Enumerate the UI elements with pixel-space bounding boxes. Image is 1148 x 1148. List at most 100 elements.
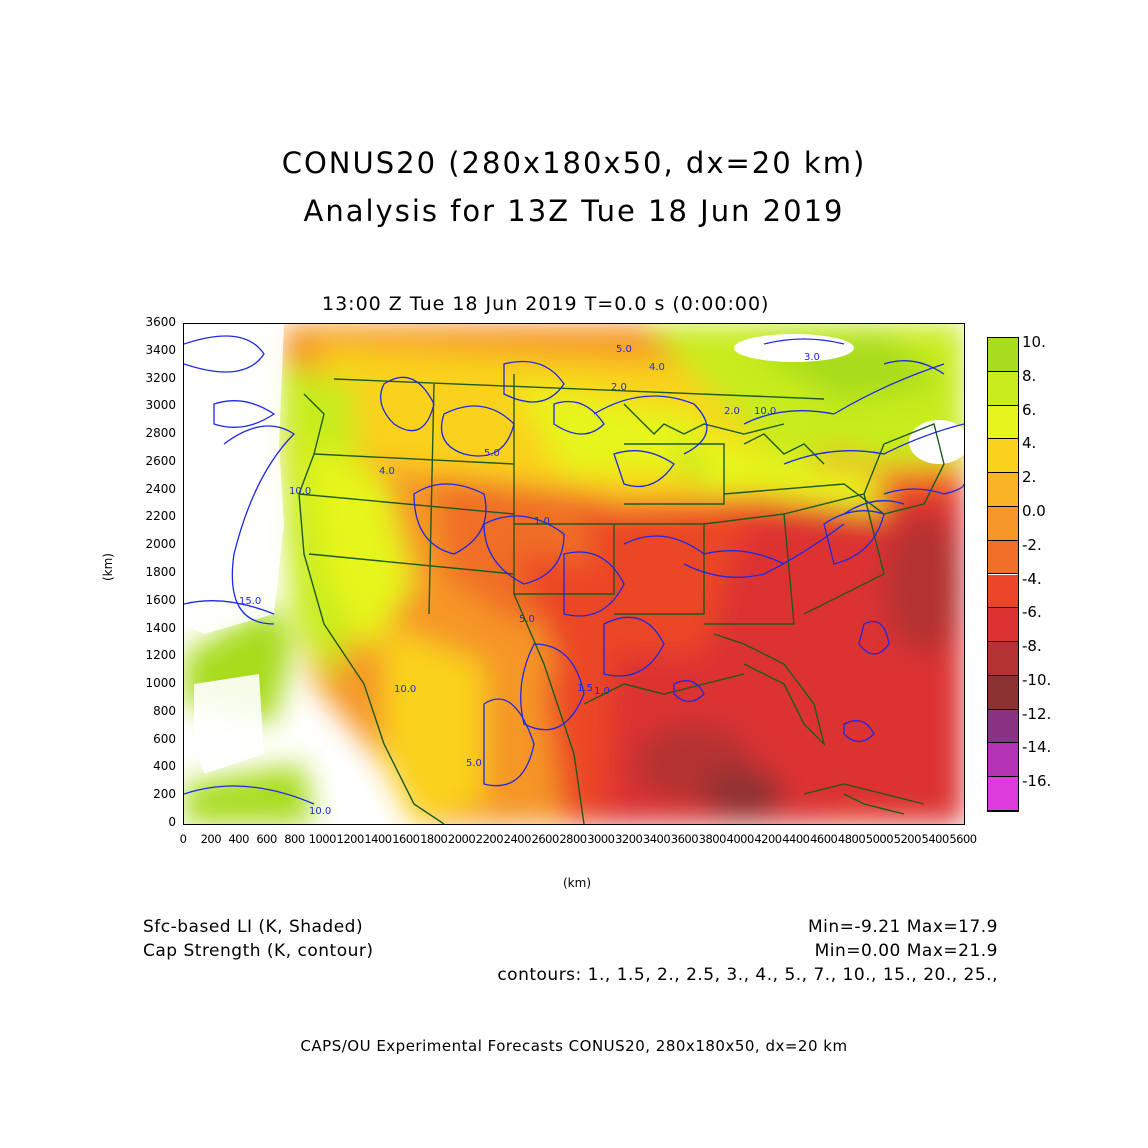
x-tick-label: 3600 <box>670 832 699 846</box>
x-tick-label: 3000 <box>587 832 615 846</box>
contour-label: 15.0 <box>239 596 261 607</box>
contour-label: 1.0 <box>594 686 610 697</box>
colorbar-label: -6. <box>1022 603 1042 622</box>
x-tick-label: 4800 <box>837 832 866 846</box>
title-line-2: Analysis for 13Z Tue 18 Jun 2019 <box>303 194 845 228</box>
y-tick-label: 3000 <box>145 398 176 413</box>
x-tick-label: 2800 <box>559 832 587 846</box>
x-tick-label: 200 <box>200 832 222 846</box>
x-tick-label: 2600 <box>531 832 560 846</box>
map-panel: 15.0 10.0 10.0 10.0 5.0 5.0 4.0 4.0 3.0 … <box>183 323 965 825</box>
x-tick-label: 4400 <box>782 832 810 846</box>
x-tick-label: 1200 <box>336 832 365 846</box>
colorbar-swatch <box>988 506 1018 541</box>
contour-label: 5.0 <box>484 448 500 459</box>
x-tick-label: 0 <box>179 832 187 846</box>
x-tick-label: 4000 <box>726 832 755 846</box>
x-tick-label: 600 <box>256 832 277 846</box>
x-tick-label: 1400 <box>364 832 392 846</box>
x-tick-label: 2000 <box>447 832 476 846</box>
x-tick-label: 800 <box>284 832 305 846</box>
credit-line: CAPS/OU Experimental Forecasts CONUS20, … <box>300 1037 848 1055</box>
colorbar-swatch <box>988 642 1018 676</box>
colorbar-swatch <box>988 743 1018 778</box>
contour-label: 1.5 <box>577 683 593 694</box>
x-tick-label: 3200 <box>615 832 643 846</box>
y-tick-label: 1000 <box>145 676 176 691</box>
colorbar-label: -8. <box>1022 637 1042 656</box>
shaded-field-label: Sfc-based LI (K, Shaded) <box>143 917 364 937</box>
x-tick-label: 1600 <box>392 832 420 846</box>
x-tick-label: 4600 <box>810 832 838 846</box>
valid-time-subtitle: 13:00 Z Tue 18 Jun 2019 T=0.0 s (0:00:00… <box>322 293 770 315</box>
contour-field-label: Cap Strength (K, contour) <box>143 941 374 961</box>
colorbar-label: 6. <box>1022 400 1037 419</box>
contour-label: 3.0 <box>804 352 820 363</box>
colorbar-swatch <box>988 608 1018 643</box>
colorbar-swatch <box>988 709 1018 744</box>
y-tick-label: 1400 <box>145 620 176 635</box>
state-boundaries <box>298 374 945 824</box>
colorbar-swatch <box>988 371 1018 406</box>
colorbar-label: -14. <box>1022 738 1052 757</box>
colorbar-swatch <box>988 574 1018 609</box>
y-tick-label: 3600 <box>145 315 176 329</box>
contour-label: 5.0 <box>466 758 482 769</box>
x-tick-label: 5200 <box>893 832 922 846</box>
colorbar-label: -16. <box>1022 772 1052 791</box>
colorbar-label: 0.0 <box>1022 501 1046 520</box>
cap-strength-contours <box>184 335 964 805</box>
x-axis-label: (km) <box>563 876 592 890</box>
contour-label: 4.0 <box>379 466 395 477</box>
colorbar-swatch <box>988 777 1018 811</box>
colorbar-label: 10. <box>1022 333 1046 351</box>
shaded-field-range: Min=-9.21 Max=17.9 <box>807 917 998 937</box>
contour-label: 10.0 <box>289 486 311 497</box>
x-tick-label: 1000 <box>308 832 337 846</box>
x-tick-label: 2200 <box>475 832 504 846</box>
colorbar-label: -12. <box>1022 704 1052 723</box>
contour-label: 2.0 <box>611 382 627 393</box>
y-tick-label: 2400 <box>145 481 176 496</box>
contour-label: 10.0 <box>309 806 331 817</box>
x-tick-label: 400 <box>228 832 249 846</box>
y-tick-label: 1200 <box>145 648 176 663</box>
colorbar-label: -4. <box>1022 569 1042 588</box>
contour-field-range: Min=0.00 Max=21.9 <box>814 941 998 961</box>
colorbar-swatch <box>988 675 1018 710</box>
y-tick-label: 1600 <box>145 592 176 607</box>
y-tick-label: 2600 <box>145 453 176 468</box>
colorbar-swatch <box>988 439 1018 474</box>
contour-label: 2.0 <box>724 406 740 417</box>
contour-label: 1.0 <box>534 516 550 527</box>
colorbar-label: 4. <box>1022 434 1037 453</box>
contour-label: 5.0 <box>616 344 632 355</box>
y-tick-label: 200 <box>153 787 176 802</box>
contour-label: 10.0 <box>754 406 776 417</box>
y-tick-label: 0 <box>168 815 176 829</box>
y-tick-label: 800 <box>153 703 176 718</box>
colorbar-label: 2. <box>1022 468 1037 487</box>
y-tick-label: 600 <box>153 731 176 746</box>
colorbar-swatch <box>988 338 1018 372</box>
y-tick-label: 400 <box>153 759 176 774</box>
x-tick-label: 3400 <box>642 832 671 846</box>
contour-label-group: 15.0 10.0 10.0 10.0 5.0 5.0 4.0 4.0 3.0 … <box>239 344 820 817</box>
x-tick-label: 2400 <box>503 832 532 846</box>
y-tick-label: 2000 <box>145 537 176 552</box>
x-tick-label: 1800 <box>420 832 448 846</box>
x-tick-label: 3800 <box>698 832 727 846</box>
y-tick-label: 2800 <box>145 426 176 441</box>
y-tick-label: 3200 <box>145 370 176 385</box>
colorbar-swatch <box>988 473 1018 507</box>
y-tick-label: 1800 <box>145 565 176 579</box>
y-axis-label: (km) <box>101 552 116 582</box>
contour-label: 5.0 <box>519 614 535 625</box>
colorbar <box>987 337 1019 812</box>
colorbar-swatch <box>988 540 1018 575</box>
x-tick-label: 5600 <box>949 832 977 846</box>
x-tick-label: 5400 <box>921 832 950 846</box>
y-tick-label: 2200 <box>145 509 176 524</box>
y-tick-label: 3400 <box>145 342 176 357</box>
colorbar-label: -2. <box>1022 535 1042 554</box>
